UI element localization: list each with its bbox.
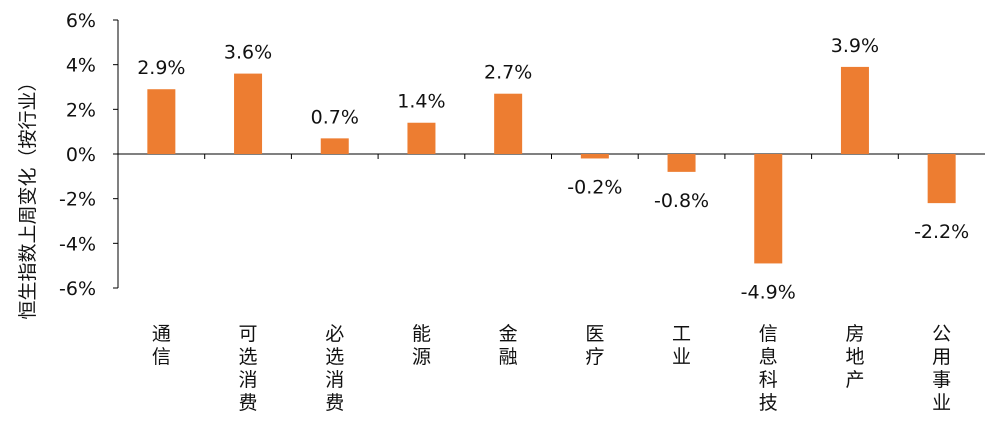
y-ticks: 6% 4% 2% 0% -2% -4% -6%	[59, 10, 118, 300]
y-tick-label: 2%	[66, 99, 96, 121]
category-label: 金融	[499, 323, 518, 368]
data-labels: 2.9% 3.6% 0.7% 1.4% 2.7% -0.2% -0.8% -4.9% 3.9% -…	[137, 35, 969, 304]
y-tick-label: -2%	[59, 189, 96, 211]
category-label: 房地产	[845, 323, 864, 391]
category-label: 可选消费	[239, 323, 258, 414]
bar	[754, 154, 783, 264]
data-label: -0.2%	[567, 176, 622, 198]
category-label: 信息科技	[759, 323, 778, 414]
category-label: 工业	[672, 323, 691, 368]
bar	[927, 154, 956, 204]
data-label: -4.9%	[741, 281, 796, 303]
bar	[234, 73, 263, 154]
category-label: 能源	[412, 323, 431, 368]
category-label: 必选消费	[325, 323, 344, 414]
category-label: 通信	[152, 323, 171, 368]
bar	[667, 154, 696, 172]
data-label: -0.8%	[654, 190, 709, 212]
bar	[580, 154, 609, 159]
data-label: 3.6%	[224, 42, 272, 64]
y-tick-label: 6%	[66, 10, 96, 32]
bar	[320, 138, 349, 154]
data-label: 2.9%	[137, 57, 185, 79]
bars	[147, 66, 956, 264]
y-tick-label: -6%	[59, 278, 96, 300]
bar	[407, 122, 436, 154]
y-tick-label: -4%	[59, 233, 96, 255]
bar	[494, 93, 523, 154]
bar	[840, 66, 869, 154]
y-tick-label: 0%	[66, 144, 96, 166]
data-label: 0.7%	[311, 106, 359, 128]
data-label: 1.4%	[397, 91, 445, 113]
y-tick-label: 4%	[66, 55, 96, 77]
category-labels: 通信 可选消费 必选消费 能源 金融 医疗 工业 信息科技 房地产 公用事业	[152, 323, 951, 414]
category-label: 公用事业	[932, 323, 951, 414]
data-label: 2.7%	[484, 62, 532, 84]
data-label: -2.2%	[914, 221, 969, 243]
category-label: 医疗	[585, 323, 604, 368]
y-axis-label-group: 恒生指数上周变化（按行业）	[17, 72, 39, 319]
data-label: 3.9%	[831, 35, 879, 57]
y-axis-title: 恒生指数上周变化（按行业）	[17, 72, 39, 319]
bar	[147, 89, 176, 154]
